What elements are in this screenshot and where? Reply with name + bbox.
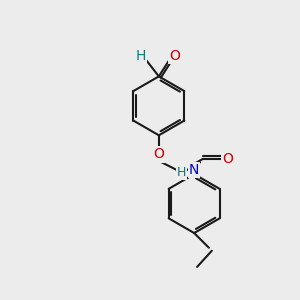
Text: O: O	[169, 49, 181, 63]
Text: O: O	[223, 152, 233, 166]
Text: H: H	[136, 49, 146, 63]
Text: H: H	[177, 166, 187, 178]
Text: O: O	[153, 147, 164, 161]
Text: N: N	[189, 163, 200, 177]
